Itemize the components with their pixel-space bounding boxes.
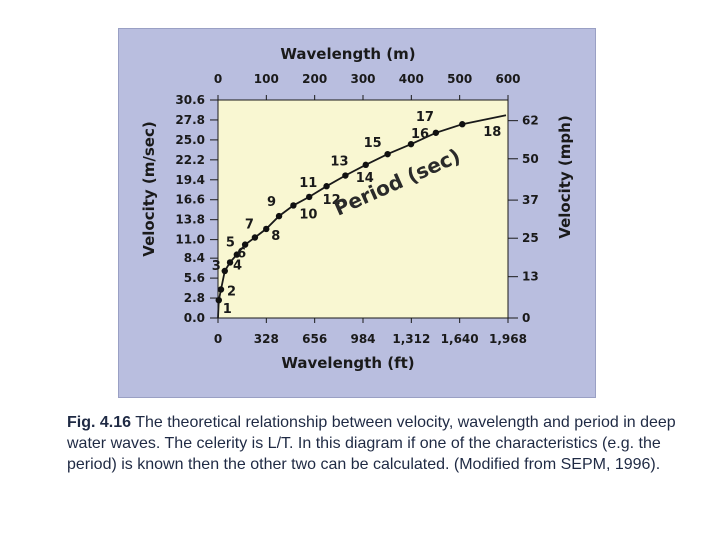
caption-text: The theoretical relationship between vel… — [67, 414, 676, 473]
data-point-label: 6 — [237, 247, 246, 262]
data-point-label: 3 — [212, 259, 221, 274]
top-tick-label: 0 — [214, 72, 222, 86]
data-point-label: 8 — [271, 229, 280, 244]
data-point — [233, 251, 241, 258]
top-tick-label: 300 — [350, 72, 375, 86]
bottom-tick-label: 656 — [302, 332, 327, 346]
bottom-tick-label: 1,312 — [392, 332, 430, 346]
top-tick-label: 200 — [302, 72, 327, 86]
left-axis-title: Velocity (m/sec) — [140, 121, 158, 256]
top-tick-label: 400 — [399, 72, 424, 86]
data-point-label: 11 — [299, 176, 317, 191]
left-tick-label: 25.0 — [175, 133, 205, 147]
data-point — [290, 202, 297, 209]
right-tick-label: 62 — [522, 114, 539, 128]
left-tick-label: 30.6 — [175, 93, 205, 107]
right-tick-label: 25 — [522, 231, 539, 245]
figure-number: Fig. 4.16 — [67, 414, 132, 431]
data-point — [251, 234, 259, 241]
data-point-label: 5 — [226, 236, 235, 251]
figure-caption: Fig. 4.16 The theoretical relationship b… — [67, 412, 687, 475]
data-point-label: 17 — [416, 110, 434, 125]
data-point — [275, 212, 283, 220]
right-axis-title: Velocity (mph) — [556, 115, 574, 238]
left-tick-label: 22.2 — [175, 153, 205, 167]
data-point — [263, 225, 270, 233]
right-tick-label: 50 — [522, 152, 539, 166]
data-point — [306, 193, 313, 201]
data-point-label: 15 — [364, 136, 382, 151]
data-point — [241, 241, 249, 248]
bottom-tick-label: 1,968 — [489, 332, 527, 346]
bottom-axis-title: Wavelength (ft) — [281, 354, 414, 372]
data-point — [221, 267, 228, 275]
data-point-label: 1 — [223, 302, 232, 317]
left-tick-label: 5.6 — [184, 271, 205, 285]
left-tick-label: 16.6 — [175, 193, 205, 207]
data-point-label: 16 — [411, 127, 429, 142]
bottom-tick-label: 1,640 — [441, 332, 479, 346]
data-point-label: 13 — [330, 155, 348, 170]
bottom-tick-label: 328 — [254, 332, 279, 346]
data-point-label: 9 — [267, 195, 276, 210]
left-tick-label: 13.8 — [175, 213, 205, 227]
plot-area — [218, 100, 508, 318]
data-point — [384, 150, 391, 158]
data-point-label: 2 — [227, 285, 236, 300]
data-point-label: 10 — [299, 207, 317, 222]
top-tick-label: 600 — [495, 72, 520, 86]
data-point-label: 4 — [233, 258, 242, 273]
left-tick-label: 27.8 — [175, 113, 205, 127]
data-point — [342, 172, 349, 179]
data-point-label: 18 — [483, 125, 501, 140]
data-point-label: 14 — [356, 171, 374, 186]
data-point — [217, 286, 225, 293]
right-tick-label: 0 — [522, 311, 530, 325]
left-tick-label: 0.0 — [184, 311, 205, 325]
top-tick-label: 100 — [254, 72, 279, 86]
right-tick-label: 13 — [522, 270, 539, 284]
data-point — [226, 259, 234, 266]
top-tick-label: 500 — [447, 72, 472, 86]
left-tick-label: 8.4 — [184, 251, 205, 265]
data-point — [432, 129, 440, 136]
data-point — [362, 161, 369, 169]
bottom-tick-label: 0 — [214, 332, 222, 346]
data-point — [215, 296, 222, 304]
top-axis-title: Wavelength (m) — [280, 45, 415, 63]
data-point — [323, 183, 330, 190]
left-tick-label: 19.4 — [175, 173, 205, 187]
bottom-tick-label: 984 — [350, 332, 375, 346]
data-point-label: 7 — [245, 217, 254, 232]
right-tick-label: 37 — [522, 193, 539, 207]
data-point-label: 12 — [323, 193, 341, 208]
data-point — [459, 121, 466, 128]
data-point — [407, 140, 415, 148]
left-tick-label: 11.0 — [175, 233, 205, 247]
left-tick-label: 2.8 — [184, 291, 205, 305]
